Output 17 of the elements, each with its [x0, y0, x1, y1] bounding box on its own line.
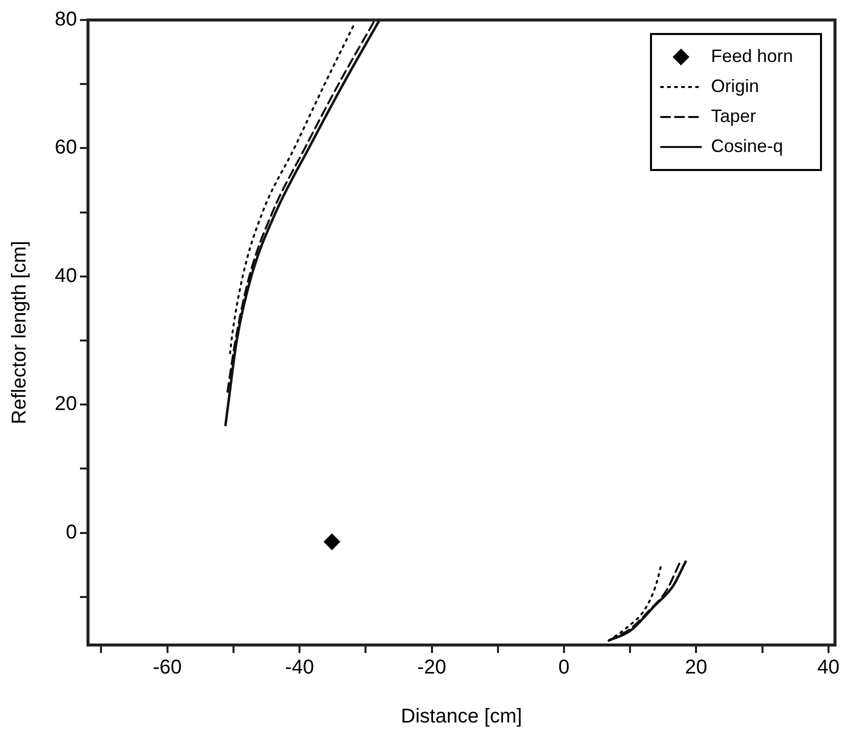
y-tick-label: 0: [66, 521, 77, 544]
legend-label: Taper: [711, 106, 756, 126]
y-tick-label: 60: [54, 136, 77, 159]
y-tick-label: 80: [54, 8, 77, 31]
x-tick-label: 40: [817, 656, 840, 679]
legend-label: Feed horn: [711, 46, 794, 66]
x-tick-label: -60: [152, 656, 182, 679]
y-axis-title: Reflector length [cm]: [8, 240, 31, 424]
legend-label: Cosine-q: [711, 136, 784, 156]
x-tick-label: 20: [685, 656, 708, 679]
y-tick-label: 20: [54, 393, 77, 416]
y-tick-label: 40: [54, 264, 77, 287]
x-tick-label: -40: [285, 656, 314, 679]
x-axis-title: Distance [cm]: [400, 706, 522, 728]
x-tick-label: 0: [558, 656, 570, 679]
x-tick-label: -20: [417, 656, 446, 679]
legend-label: Origin: [711, 76, 760, 96]
